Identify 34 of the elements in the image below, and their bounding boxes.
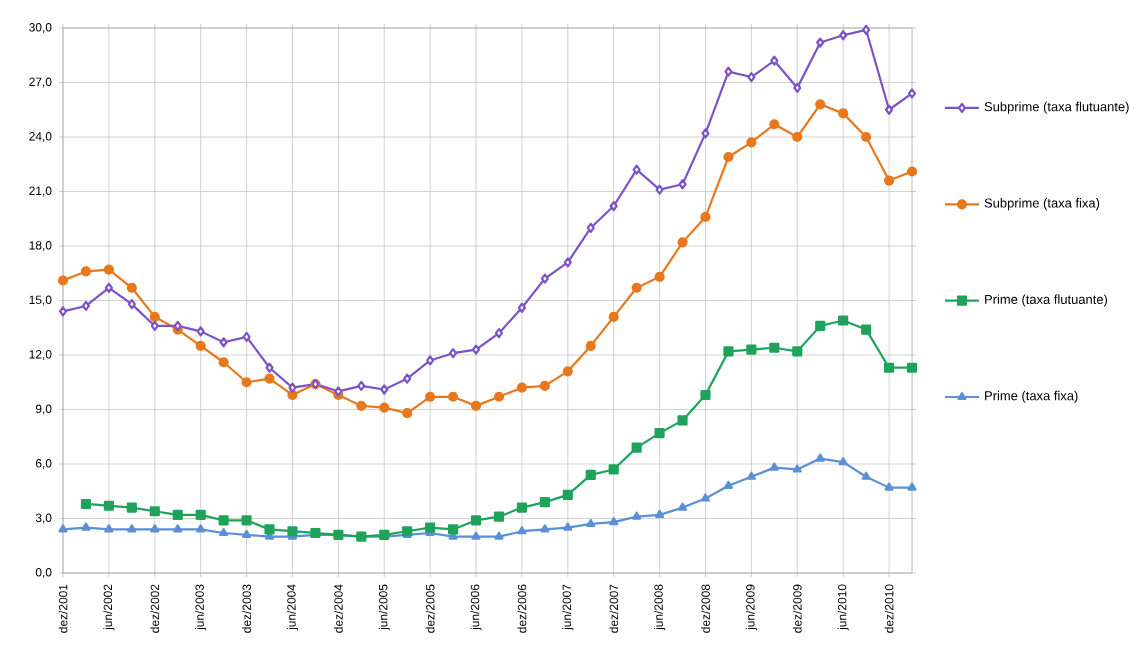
x-tick-label: dez/2010 bbox=[884, 584, 894, 633]
x-tick-label: jun/2008 bbox=[654, 584, 666, 631]
y-tick-label: 15,0 bbox=[29, 295, 52, 306]
y-tick-label: 30,0 bbox=[29, 23, 52, 33]
x-tick-label: dez/2007 bbox=[609, 584, 619, 633]
x-tick-label: dez/2004 bbox=[333, 584, 343, 633]
x-tick-label: dez/2002 bbox=[150, 584, 160, 633]
x-tick-label: dez/2009 bbox=[792, 584, 802, 633]
x-tick-label: jun/2003 bbox=[195, 584, 207, 631]
legend-label: Subprime (taxa fixa) bbox=[984, 198, 1100, 211]
x-tick-label: jun/2004 bbox=[286, 584, 299, 631]
legend-label: Prime (taxa fixa) bbox=[985, 390, 1078, 403]
x-tick-label: jun/2007 bbox=[562, 584, 574, 631]
y-tick-label: 21,0 bbox=[29, 186, 52, 197]
legend-label: Subprime (taxa flutuante) bbox=[984, 101, 1129, 114]
legend-label: Prime (taxa flutuante) bbox=[985, 294, 1108, 307]
x-tick-label: dez/2005 bbox=[425, 584, 435, 633]
x-tick-label: dez/2003 bbox=[242, 584, 251, 633]
y-tick-label: 3,0 bbox=[35, 513, 52, 524]
x-tick-label: jun/2009 bbox=[745, 584, 757, 631]
y-tick-label: 12,0 bbox=[29, 350, 52, 360]
y-tick-label: 18,0 bbox=[29, 241, 52, 251]
x-tick-label: dez/2001 bbox=[58, 584, 68, 633]
y-tick-label: 6,0 bbox=[35, 459, 52, 469]
y-tick-label: 0,0 bbox=[35, 568, 52, 578]
x-tick-label: dez/2008 bbox=[701, 584, 710, 633]
y-tick-label: 24,0 bbox=[29, 132, 52, 142]
x-tick-label: jun/2005 bbox=[378, 584, 390, 631]
x-tick-label: jun/2006 bbox=[470, 584, 482, 631]
y-tick-label: 9,0 bbox=[35, 404, 52, 415]
y-tick-label: 27,0 bbox=[29, 77, 52, 88]
x-tick-label: dez/2006 bbox=[517, 584, 527, 633]
x-tick-label: jun/2002 bbox=[103, 584, 115, 631]
x-tick-label: jun/2010 bbox=[837, 584, 849, 631]
